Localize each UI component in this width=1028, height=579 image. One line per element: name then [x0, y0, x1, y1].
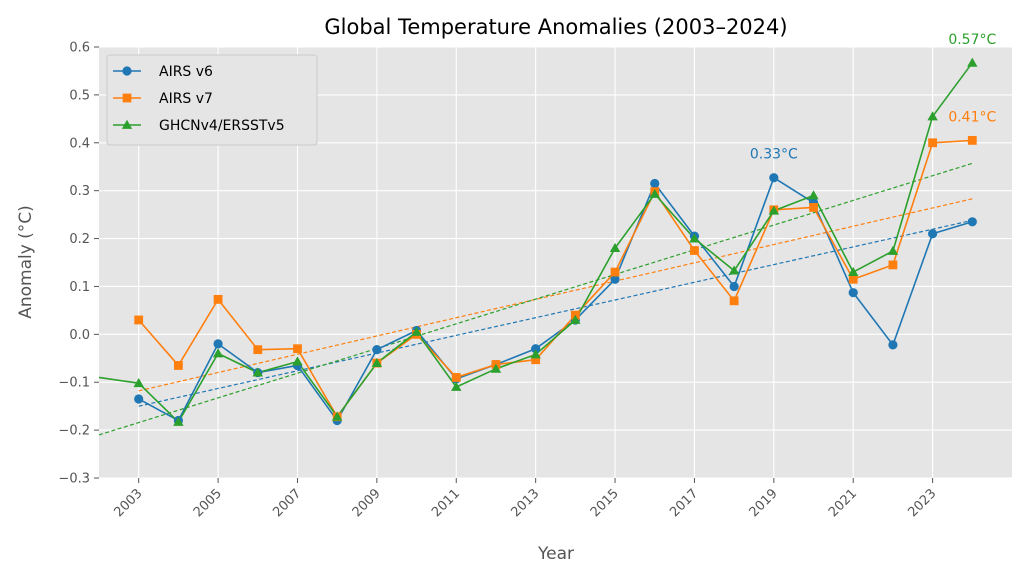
data-point-circle — [928, 229, 938, 239]
x-axis-label: Year — [537, 544, 574, 564]
series-line-airs-v6 — [138, 176, 973, 422]
data-point-triangle — [490, 363, 502, 373]
data-point-circle — [888, 340, 898, 350]
y-tick-label: 0.6 — [69, 41, 90, 56]
data-point-square — [967, 135, 977, 145]
data-point-square — [690, 246, 699, 255]
data-point-triangle — [212, 348, 224, 358]
data-point-circle — [610, 274, 620, 284]
data-point-circle — [848, 288, 858, 298]
data-point-square — [173, 361, 183, 370]
y-tick-label: 0.5 — [69, 88, 90, 103]
data-point-square — [888, 260, 898, 270]
data-point-square — [610, 267, 620, 277]
data-point-triangle — [292, 356, 303, 366]
annotation-label: 0.41°C — [948, 109, 996, 125]
data-point-square — [134, 315, 144, 325]
data-point-markers — [133, 57, 978, 426]
data-point-square — [253, 345, 263, 355]
data-point-triangle — [451, 381, 462, 391]
y-tick-label: 0.1 — [69, 280, 90, 295]
data-point-triangle — [927, 111, 938, 121]
data-point-triangle — [371, 357, 383, 367]
data-point-triangle — [411, 326, 422, 336]
y-tick-label: −0.3 — [58, 472, 90, 487]
data-point-triangle — [530, 349, 541, 359]
legend: AIRS v6 AIRS v7 GHCNv4/ERSSTv5 — [106, 54, 318, 146]
annotation-label: 0.57°C — [948, 32, 996, 48]
data-point-triangle — [331, 411, 343, 421]
data-point-triangle — [728, 265, 740, 275]
data-point-triangle — [609, 242, 621, 253]
data-point-circle — [650, 178, 660, 189]
trend-line-airs-v6 — [138, 219, 973, 407]
data-point-square — [928, 138, 938, 148]
data-point-triangle — [768, 205, 780, 215]
data-point-triangle — [848, 266, 859, 276]
data-point-square — [213, 294, 223, 304]
data-point-square — [293, 344, 302, 354]
data-point-circle — [769, 173, 779, 183]
y-axis-ticks: −0.3 −0.2 −0.1 0.0 0.1 0.2 0.3 0.4 0.5 0.6 — [58, 41, 99, 487]
data-point-triangle — [121, 119, 133, 129]
trend-lines — [98, 162, 973, 436]
data-point-square — [848, 274, 858, 284]
y-tick-label: 0.0 — [69, 328, 90, 343]
data-point-circle — [134, 394, 144, 404]
data-point-square — [809, 203, 818, 212]
y-tick-label: −0.1 — [58, 376, 90, 391]
y-axis-label: Anomaly (°C) — [16, 205, 36, 319]
data-point-circle — [531, 344, 541, 354]
legend-box — [106, 54, 318, 146]
chart-title: Global Temperature Anomalies (2003–2024) — [324, 15, 787, 39]
data-point-circle — [213, 339, 223, 349]
y-tick-label: −0.2 — [58, 424, 90, 439]
data-point-circle — [729, 281, 739, 292]
data-point-triangle — [133, 377, 144, 388]
annotation-label: 0.33°C — [750, 147, 798, 163]
grid-lines — [99, 46, 1012, 479]
data-point-square — [122, 93, 132, 103]
legend-label: AIRS v6 — [159, 64, 213, 80]
y-tick-label: 0.3 — [69, 184, 90, 199]
data-point-circle — [122, 66, 132, 76]
y-tick-label: 0.2 — [69, 232, 90, 247]
data-point-triangle — [887, 245, 899, 255]
data-point-triangle — [252, 367, 263, 377]
value-annotations: 0.33°C 0.41°C 0.57°C — [750, 32, 997, 163]
legend-label: AIRS v7 — [159, 91, 213, 107]
data-point-square — [451, 373, 461, 382]
data-point-triangle — [967, 57, 978, 67]
data-point-circle — [372, 345, 382, 355]
data-point-triangle — [649, 188, 660, 198]
data-point-triangle — [689, 233, 700, 243]
data-point-square — [531, 355, 541, 365]
trend-line-ghcn-ersst — [98, 162, 973, 436]
data-point-circle — [967, 217, 977, 227]
data-point-square — [729, 296, 739, 306]
data-point-triangle — [808, 190, 819, 200]
y-tick-label: 0.4 — [69, 136, 90, 151]
data-point-triangle — [173, 416, 184, 426]
legend-label: GHCNv4/ERSSTv5 — [159, 118, 285, 134]
data-point-triangle — [570, 314, 581, 324]
